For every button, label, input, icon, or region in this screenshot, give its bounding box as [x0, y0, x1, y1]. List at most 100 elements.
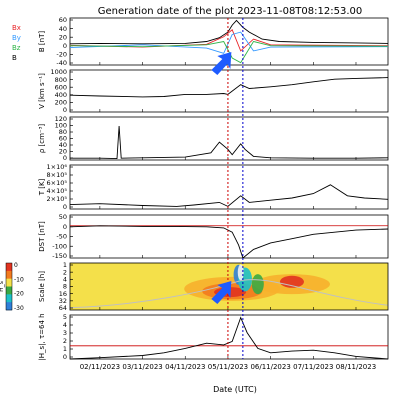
- y-tick-label: 4: [63, 276, 67, 284]
- y-tick-label: 0: [63, 42, 67, 50]
- colorbar-frame: [5, 262, 13, 311]
- colorbar-swatch: [6, 294, 12, 303]
- x-tick-label: 08/11/2023: [336, 363, 376, 371]
- series-B: [69, 19, 389, 45]
- series-Bz: [69, 40, 389, 64]
- y-tick-label: 50: [59, 213, 67, 221]
- y-axis-label: Scale [h]: [38, 271, 46, 302]
- colorbar-tick-label: 0: [14, 262, 18, 269]
- y-tick-label: 3: [63, 329, 67, 337]
- y-tick-label: 20: [59, 33, 67, 41]
- y-tick-label: 600: [55, 83, 67, 91]
- blue-arrow-icon: [211, 281, 232, 304]
- series-Hs: [69, 316, 389, 360]
- y-axis-label: B [nT]: [38, 31, 46, 52]
- y-axis-label: |H_s|, τ=64 h: [38, 313, 46, 360]
- y-tick-label: 0: [63, 203, 67, 211]
- y-tick-label: 1: [63, 261, 67, 269]
- y-tick-label: -100: [52, 242, 67, 250]
- x-tick-label: 05/11/2023: [208, 363, 248, 371]
- colorbar-tick-label: -30: [14, 305, 24, 312]
- y-tick-label: 5: [63, 313, 67, 321]
- y-axis-label: DST [nT]: [38, 221, 46, 252]
- y-tick-label: 1×10⁶: [47, 163, 68, 171]
- y-tick-label: 0: [63, 154, 67, 162]
- figure-title: Generation date of the plot 2023-11-08T0…: [98, 6, 362, 17]
- y-tick-label: 0: [63, 353, 67, 361]
- y-tick-label: 64: [59, 304, 67, 312]
- y-tick-label: -40: [56, 59, 67, 67]
- series-T: [69, 184, 389, 207]
- panel-frame: [69, 314, 389, 360]
- event-markers: [227, 18, 244, 359]
- x-tick-label: 03/11/2023: [122, 363, 162, 371]
- y-axis-label: V [km s⁻¹]: [38, 73, 46, 109]
- x-tick-label: 04/11/2023: [165, 363, 205, 371]
- x-tick-label: 06/11/2023: [250, 363, 290, 371]
- colorbar-swatch: [6, 263, 12, 272]
- legend-By: By: [12, 34, 21, 42]
- y-tick-label: 4: [63, 321, 67, 329]
- x-tick-label: 02/11/2023: [80, 363, 120, 371]
- y-tick-label: 32: [59, 297, 67, 305]
- colorbar-swatch: [6, 278, 12, 287]
- y-tick-label: 40: [59, 25, 67, 33]
- y-axis-label: ρ [cm⁻³]: [38, 124, 46, 154]
- y-tick-label: 8×10⁵: [47, 171, 68, 179]
- y-tick-label: -150: [52, 252, 67, 260]
- annotation-arrows: [211, 52, 232, 304]
- y-tick-label: 0: [63, 223, 67, 231]
- series-DST: [69, 225, 389, 259]
- y-tick-label: 60: [59, 16, 67, 24]
- colorbar-swatch: [6, 302, 12, 311]
- y-tick-label: 40: [59, 141, 67, 149]
- y-tick-label: 0: [63, 106, 67, 114]
- series-rho: [70, 125, 389, 160]
- hs-colorbar: 0 -10 -20 -30 H_s: [0, 262, 24, 312]
- y-tick-label: 60: [59, 135, 67, 143]
- legend-B: B: [12, 54, 17, 62]
- y-tick-label: 120: [55, 115, 67, 123]
- y-tick-label: 2: [63, 337, 67, 345]
- y-tick-label: -50: [56, 233, 67, 241]
- y-tick-label: 2×10⁵: [47, 195, 68, 203]
- series-V: [69, 77, 389, 98]
- y-tick-label: -20: [56, 51, 67, 59]
- colorbar-swatch: [6, 286, 12, 295]
- y-tick-label: 2: [63, 268, 67, 276]
- colorbar-swatch: [6, 270, 12, 279]
- blue-arrow-icon: [211, 52, 232, 75]
- y-tick-label: 1000: [50, 68, 67, 76]
- colorbar-label: H_s: [0, 281, 5, 292]
- y-tick-label: 800: [55, 76, 67, 84]
- y-tick-label: 8: [63, 283, 67, 291]
- legend-Bz: Bz: [12, 44, 21, 52]
- y-tick-label: 6×10⁵: [47, 179, 68, 187]
- cone-of-influence: [69, 279, 389, 309]
- y-tick-label: 200: [55, 99, 67, 107]
- y-tick-label: 4×10⁵: [47, 187, 68, 195]
- y-tick-label: 400: [55, 91, 67, 99]
- x-axis-label: Date (UTC): [213, 385, 257, 394]
- legend-Bx: Bx: [12, 24, 21, 32]
- y-tick-label: 80: [59, 128, 67, 136]
- x-axis: 02/11/2023 03/11/2023 04/11/2023 05/11/2023…: [80, 363, 376, 371]
- series-Bx: [69, 29, 389, 52]
- colorbar-tick-label: -10: [14, 276, 24, 283]
- x-tick-label: 07/11/2023: [293, 363, 333, 371]
- y-tick-label: 16: [59, 290, 67, 298]
- colorbar-tick-label: -20: [14, 291, 24, 298]
- scalogram-blob: [251, 274, 264, 295]
- scalogram-blob: [237, 264, 244, 281]
- b-legend: Bx By Bz B: [12, 24, 21, 62]
- panel-frame: [69, 164, 389, 210]
- y-axis-label: T [K]: [38, 178, 46, 196]
- panel-frame: [69, 214, 389, 259]
- y-tick-label: 100: [55, 122, 67, 130]
